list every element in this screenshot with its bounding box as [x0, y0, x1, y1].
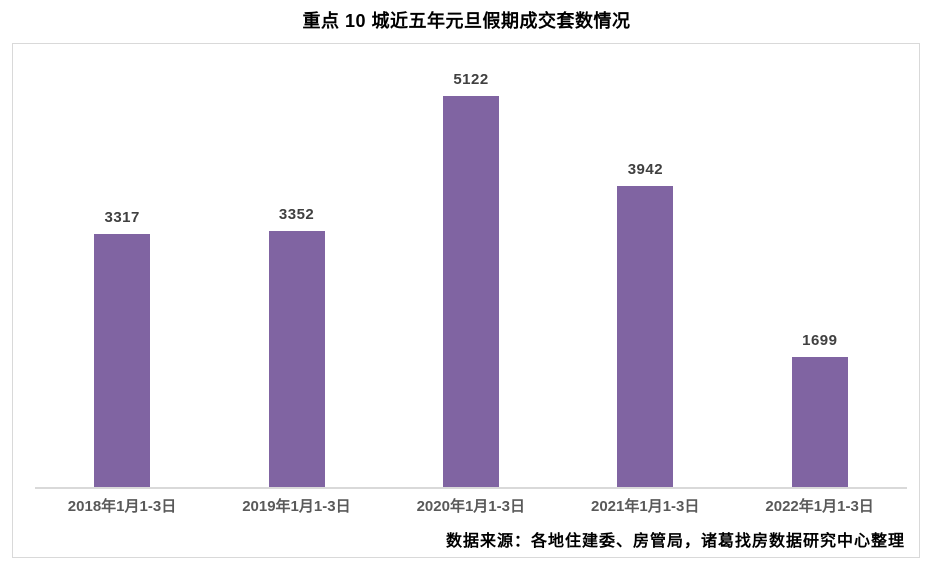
plot-area: 3317 2018年1月1-3日 3352 2019年1月1-3日 5122 2020年1… — [13, 44, 919, 557]
bar-2020年1月1-3日 — [443, 96, 499, 487]
value-label: 1699 — [802, 332, 838, 349]
bar-2022年1月1-3日 — [791, 357, 848, 487]
x-axis-label: 2019年1月1-3日 — [242, 498, 351, 515]
x-axis-label: 2021年1月1-3日 — [590, 498, 700, 515]
x-axis-label: 2020年1月1-3日 — [416, 498, 525, 515]
value-label: 3317 — [104, 209, 140, 226]
bar-2018年1月1-3日 — [94, 234, 151, 487]
value-label: 3352 — [278, 206, 315, 223]
bar-2021年1月1-3日 — [617, 186, 674, 487]
chart-frame: 3317 2018年1月1-3日 3352 2019年1月1-3日 5122 2020年1… — [12, 43, 920, 558]
chart-title: 重点 10 城近五年元旦假期成交套数情况 — [302, 11, 631, 31]
x-axis-label: 2018年1月1-3日 — [67, 498, 177, 515]
value-label: 3942 — [627, 161, 664, 178]
value-label: 5122 — [453, 71, 489, 88]
x-axis-label: 2022年1月1-3日 — [765, 498, 874, 515]
x-axis-line — [35, 487, 907, 489]
bar-2019年1月1-3日 — [268, 231, 325, 487]
data-source-note: 数据来源：各地住建委、房管局，诸葛找房数据研究中心整理 — [445, 533, 905, 550]
